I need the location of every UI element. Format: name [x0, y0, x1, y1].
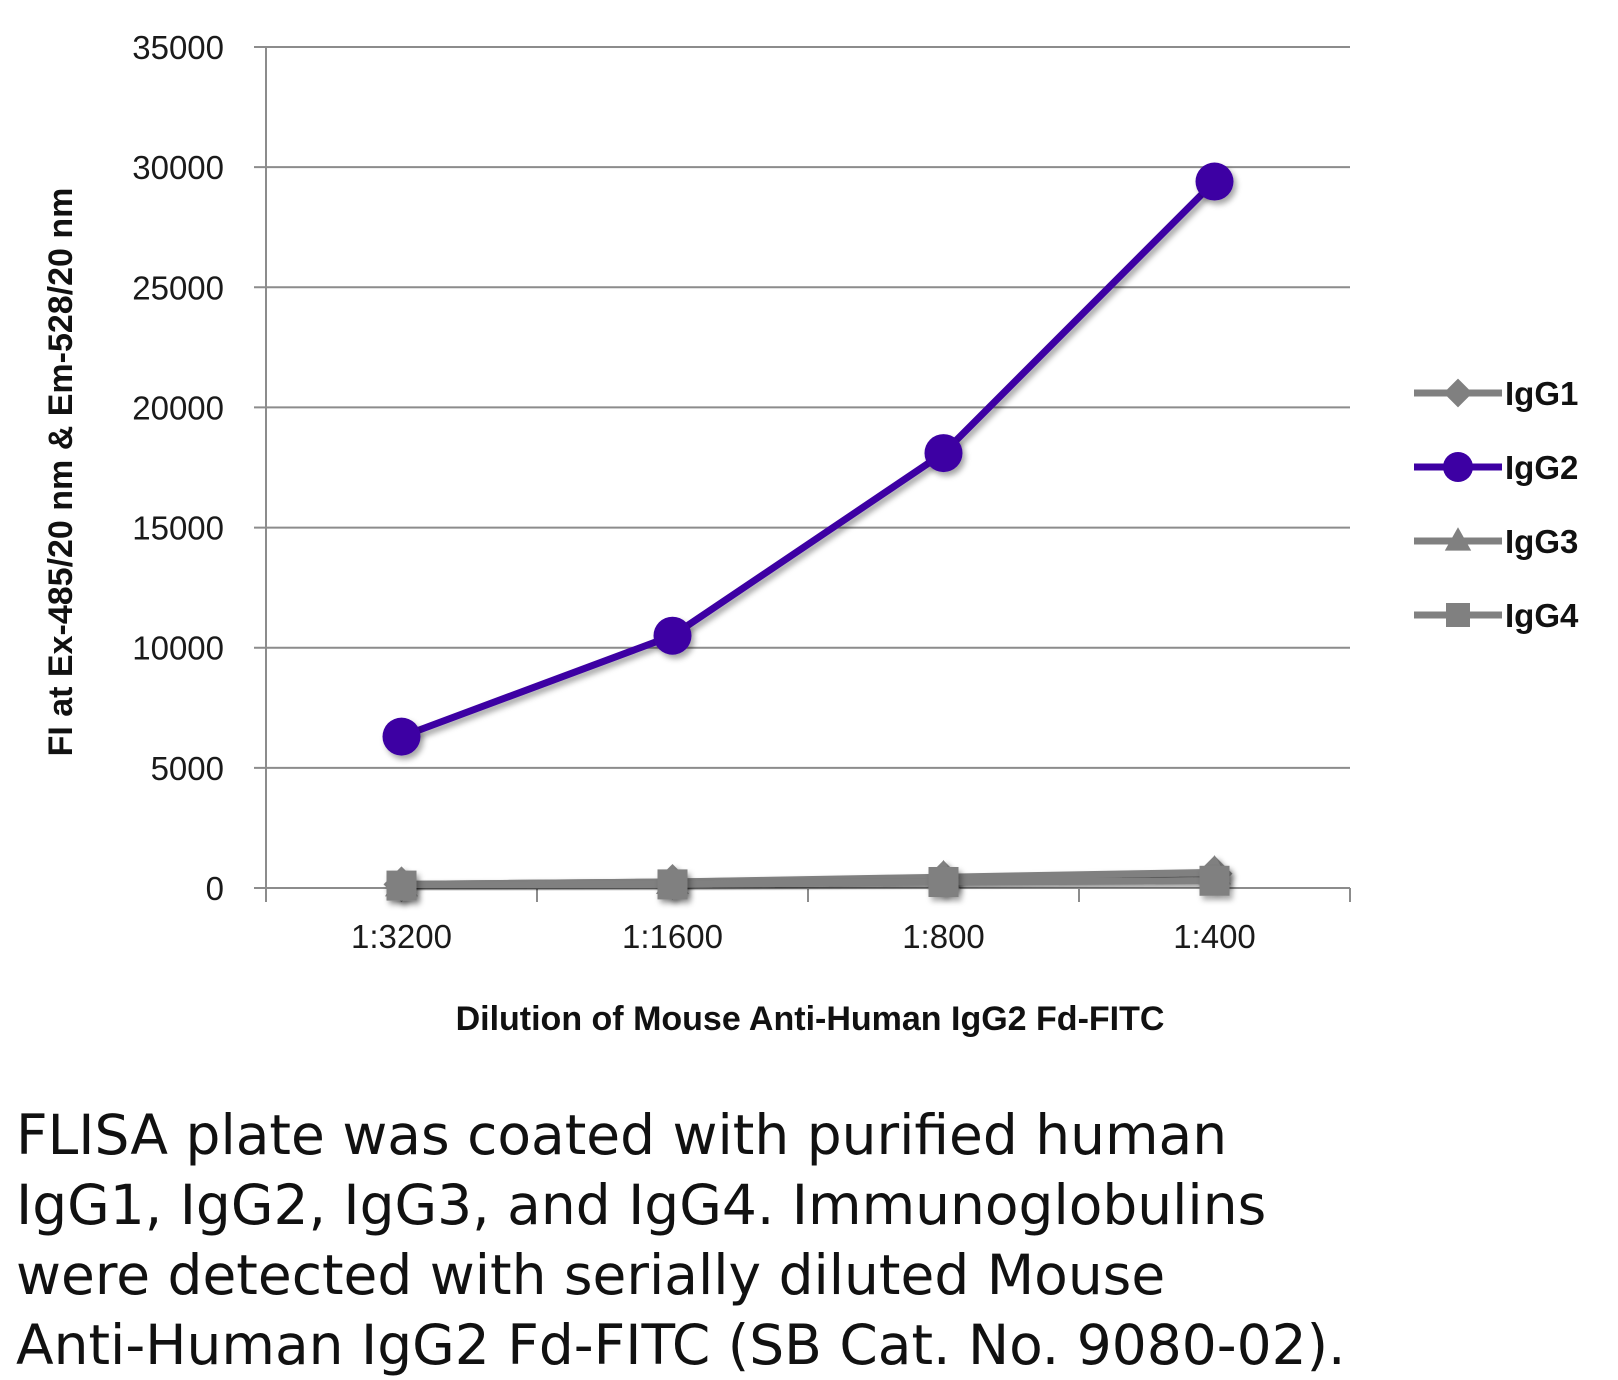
y-tick-label: 5000 [151, 750, 224, 787]
data-point-igg2 [382, 717, 421, 756]
x-tick-label: 1:400 [1173, 918, 1256, 955]
legend-marker-triangle [1444, 527, 1472, 551]
legend-item-igg3: IgG3 [1414, 523, 1578, 560]
data-point-igg2 [924, 434, 963, 473]
y-tick-label: 25000 [132, 269, 224, 306]
y-tick-label: 35000 [132, 29, 224, 66]
series-line-igg4 [401, 877, 1215, 890]
x-tick-labels: 1:3200 1:1600 1:800 1:400 [351, 918, 1256, 955]
figure-caption: FLISA plate was coated with purified hum… [16, 1103, 1346, 1377]
legend: IgG1 IgG2 IgG3 IgG4 [1414, 375, 1579, 634]
line-chart: 0 5000 10000 15000 20000 25000 30000 35000 1:32… [42, 29, 1579, 1038]
data-point-igg4 [657, 869, 688, 900]
y-axis-title: FI at Ex-485/20 nm & Em-528/20 nm [42, 188, 80, 757]
y-tick-label: 10000 [132, 630, 224, 667]
legend-label: IgG4 [1505, 597, 1579, 634]
y-tick-label: 0 [206, 870, 224, 907]
data-point-igg4 [1199, 865, 1230, 896]
x-tick-label: 1:800 [902, 918, 985, 955]
series-lines [382, 162, 1234, 903]
gridlines [254, 46, 1350, 769]
series-igg4 [386, 865, 1230, 901]
series-igg2 [382, 162, 1234, 756]
legend-marker-diamond [1443, 378, 1473, 408]
legend-marker-circle [1443, 452, 1473, 482]
legend-label: IgG3 [1505, 523, 1578, 560]
axes [254, 47, 1351, 902]
data-point-igg2 [1195, 162, 1234, 201]
legend-item-igg2: IgG2 [1414, 449, 1578, 486]
legend-label: IgG1 [1505, 375, 1578, 412]
data-point-igg4 [386, 870, 417, 901]
data-point-igg2 [653, 616, 692, 655]
series-line-igg2 [400, 179, 1217, 740]
legend-label: IgG2 [1505, 449, 1578, 486]
legend-item-igg4: IgG4 [1414, 597, 1579, 634]
y-tick-label: 20000 [132, 389, 224, 426]
legend-marker-square [1446, 603, 1470, 627]
x-tick-label: 1:3200 [351, 918, 452, 955]
x-tick-label: 1:1600 [622, 918, 723, 955]
data-point-igg4 [928, 866, 959, 897]
y-tick-labels: 0 5000 10000 15000 20000 25000 30000 35000 [132, 29, 224, 907]
y-tick-label: 15000 [132, 510, 224, 547]
x-axis-title: Dilution of Mouse Anti-Human IgG2 Fd-FIT… [456, 1000, 1165, 1038]
legend-item-igg1: IgG1 [1414, 375, 1578, 412]
y-tick-label: 30000 [132, 149, 224, 186]
